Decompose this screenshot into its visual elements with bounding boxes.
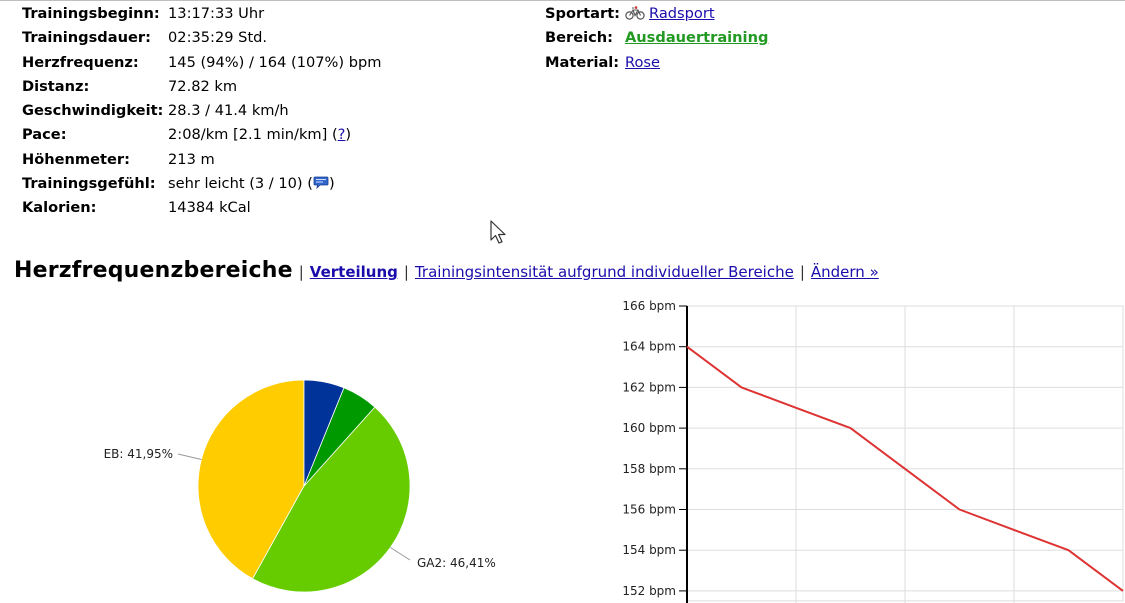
pie-leader-line bbox=[390, 547, 411, 561]
top-divider bbox=[0, 0, 1125, 1]
link-trainingsintensitaet[interactable]: Trainingsintensität aufgrund individuell… bbox=[414, 263, 794, 281]
y-tick-label: 160 bpm bbox=[622, 421, 676, 435]
meta-label: Bereich: bbox=[545, 29, 613, 47]
meta-row-bereich: Bereich: Ausdauertraining bbox=[545, 26, 768, 50]
detail-row-pace: Pace: 2:08/km [2.1 min/km] (?) bbox=[22, 123, 382, 147]
y-tick-label: 164 bpm bbox=[622, 340, 676, 354]
detail-label: Distanz: bbox=[22, 77, 90, 95]
detail-value: 13:17:33 Uhr bbox=[168, 5, 265, 22]
pie-leader-line bbox=[177, 453, 202, 460]
separator: | bbox=[403, 263, 409, 281]
meta-label: Sportart: bbox=[545, 5, 621, 22]
detail-row-hoehenmeter: Höhenmeter: 213 m bbox=[22, 148, 382, 172]
pie-label-eb: EB: 41,95% bbox=[104, 447, 173, 461]
meta-row-sportart: Sportart: Radsport bbox=[545, 2, 768, 26]
detail-label: Kalorien: bbox=[22, 199, 97, 217]
feeling-suffix: ) bbox=[328, 175, 335, 193]
y-tick-label: 158 bpm bbox=[622, 462, 676, 476]
meta-row-material: Material: Rose bbox=[545, 51, 768, 75]
separator: | bbox=[298, 263, 304, 281]
heart-rate-series-line bbox=[686, 345, 1124, 592]
detail-value: 213 m bbox=[168, 150, 215, 168]
sportart-link[interactable]: Radsport bbox=[649, 5, 715, 22]
y-tick-label: 152 bpm bbox=[622, 584, 676, 598]
detail-label: Trainingsdauer: bbox=[22, 29, 151, 47]
detail-value: 72.82 km bbox=[168, 77, 238, 95]
detail-label: Höhenmeter: bbox=[22, 150, 130, 168]
detail-row-herzfrequenz: Herzfrequenz: 145 (94%) / 164 (107%) bpm bbox=[22, 51, 382, 75]
detail-value: 2:08/km [2.1 min/km] (?) bbox=[168, 123, 351, 147]
pace-help-link[interactable]: ? bbox=[337, 126, 346, 144]
heart-rate-line-chart: 152 bpm 154 bpm 156 bpm 158 bpm 160 bpm 162 b… bbox=[622, 299, 1124, 603]
pie-slice-ga2 bbox=[252, 406, 411, 593]
detail-row-distanz: Distanz: 72.82 km bbox=[22, 75, 382, 99]
bicycle-icon bbox=[625, 4, 645, 28]
link-verteilung[interactable]: Verteilung bbox=[309, 263, 398, 281]
mouse-cursor-icon bbox=[490, 220, 506, 244]
detail-label: Pace: bbox=[22, 126, 67, 144]
pace-suffix: ) bbox=[345, 126, 352, 144]
separator: | bbox=[799, 263, 805, 281]
comment-bubble-icon[interactable] bbox=[313, 173, 329, 197]
detail-value: 14384 kCal bbox=[168, 199, 251, 217]
training-meta: Sportart: Radsport Bereich: Ausdauertrai… bbox=[545, 2, 768, 75]
detail-row-trainingsbeginn: Trainingsbeginn: 13:17:33 Uhr bbox=[22, 2, 382, 26]
detail-row-geschwindigkeit: Geschwindigkeit: 28.3 / 41.4 km/h bbox=[22, 99, 382, 123]
pie-slice-zone-3 bbox=[303, 379, 345, 487]
meta-label: Material: bbox=[545, 53, 620, 71]
y-tick-label: 156 bpm bbox=[622, 503, 676, 517]
meta-value: Radsport bbox=[625, 2, 715, 26]
training-details: Trainingsbeginn: 13:17:33 Uhr Trainingsd… bbox=[22, 2, 382, 221]
material-link[interactable]: Rose bbox=[625, 53, 660, 71]
zone-distribution-pie-chart: EB: 41,95% GA2: 46,41% bbox=[104, 379, 496, 593]
detail-value: 145 (94%) / 164 (107%) bpm bbox=[168, 53, 382, 71]
detail-row-trainingsgefuehl: Trainingsgefühl: sehr leicht (3 / 10) () bbox=[22, 172, 382, 196]
detail-label: Herzfrequenz: bbox=[22, 53, 139, 71]
pie-label-ga2: GA2: 46,41% bbox=[417, 556, 496, 570]
heart-rate-zones-header: Herzfrequenzbereiche | Verteilung | Trai… bbox=[14, 258, 879, 288]
y-tick-label: 166 bpm bbox=[622, 299, 676, 313]
y-tick-label: 162 bpm bbox=[622, 380, 676, 394]
detail-value: sehr leicht (3 / 10) () bbox=[168, 172, 335, 196]
detail-row-trainingsdauer: Trainingsdauer: 02:35:29 Std. bbox=[22, 26, 382, 50]
detail-row-kalorien: Kalorien: 14384 kCal bbox=[22, 196, 382, 220]
section-title: Herzfrequenzbereiche bbox=[14, 258, 293, 283]
pace-value: 2:08/km [2.1 min/km] ( bbox=[168, 126, 338, 144]
pie-slice-eb bbox=[197, 379, 305, 580]
y-tick-label: 154 bpm bbox=[622, 543, 676, 557]
feeling-value: sehr leicht (3 / 10) ( bbox=[168, 175, 313, 193]
detail-value: 28.3 / 41.4 km/h bbox=[168, 102, 289, 120]
detail-value: 02:35:29 Std. bbox=[168, 29, 268, 47]
detail-label: Geschwindigkeit: bbox=[22, 102, 164, 120]
detail-label: Trainingsgefühl: bbox=[22, 175, 156, 193]
detail-label: Trainingsbeginn: bbox=[22, 5, 160, 22]
bereich-link[interactable]: Ausdauertraining bbox=[625, 29, 769, 47]
link-aendern[interactable]: Ändern » bbox=[810, 263, 879, 281]
